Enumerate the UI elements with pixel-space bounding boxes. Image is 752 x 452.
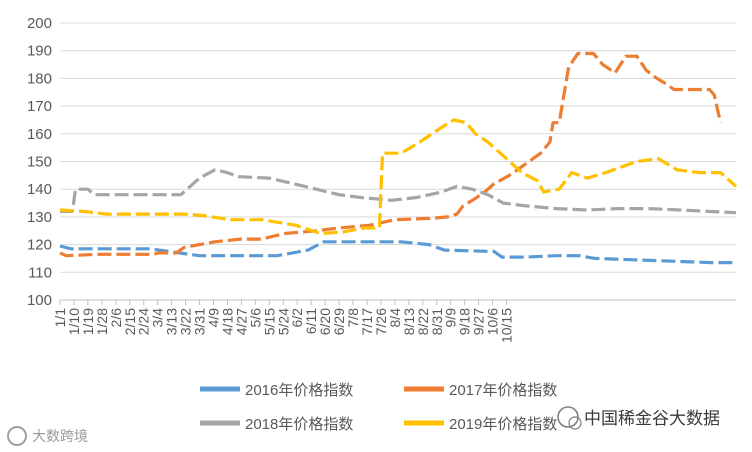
legend-label: 2016年价格指数 — [245, 382, 353, 399]
x-tick-label: 6/20 — [317, 308, 333, 335]
x-tick-label: 4/27 — [233, 308, 249, 335]
x-tick-label: 5/15 — [261, 308, 277, 335]
x-tick-label: 1/10 — [66, 308, 82, 335]
series-line — [59, 240, 736, 265]
x-tick-label: 9/18 — [457, 308, 473, 335]
legend: 2016年价格指数 2017年价格指数 2018年价格指数 2019年价格指数 — [200, 382, 557, 433]
y-tick-label: 100 — [27, 292, 52, 309]
x-axis: 1/11/101/191/282/62/152/243/43/133/223/3… — [52, 300, 515, 343]
x-tick-label: 7/26 — [373, 308, 389, 335]
x-tick-label: 6/29 — [331, 308, 347, 335]
y-tick-label: 150 — [27, 154, 52, 171]
x-tick-label: 5/6 — [247, 308, 263, 328]
y-tick-label: 200 — [27, 15, 52, 32]
legend-label: 2019年价格指数 — [449, 416, 557, 433]
watermark-right-text: 中国稀金谷大数据 — [584, 409, 720, 428]
watermark-right: 中国稀金谷大数据 — [557, 406, 720, 430]
y-tick-label: 130 — [27, 209, 52, 226]
x-tick-label: 7/17 — [359, 308, 375, 335]
gridlines — [60, 22, 736, 301]
y-tick-label: 120 — [27, 237, 52, 254]
legend-label: 2017年价格指数 — [449, 382, 557, 399]
x-tick-label: 10/15 — [499, 308, 515, 343]
y-tick-label: 110 — [28, 264, 52, 281]
series-line — [60, 168, 737, 215]
y-axis: 100 110 120 130 140 150 160 170 180 190 200 — [27, 15, 52, 309]
x-tick-label: 8/22 — [415, 308, 431, 335]
x-tick-label: 4/9 — [205, 308, 221, 328]
x-tick-label: 3/22 — [178, 308, 194, 335]
x-tick-label: 8/31 — [429, 308, 445, 335]
wechat-icon-inner — [568, 416, 582, 430]
x-tick-label: 6/11 — [303, 308, 319, 334]
series-line — [59, 118, 738, 236]
y-tick-label: 160 — [27, 126, 52, 143]
series-lines — [59, 51, 738, 265]
x-tick-label: 10/6 — [485, 308, 501, 335]
y-tick-label: 170 — [27, 98, 52, 115]
x-tick-label: 3/13 — [164, 308, 180, 335]
wechat-icon — [557, 406, 579, 428]
x-tick-label: 4/18 — [219, 308, 235, 335]
x-tick-label: 7/8 — [345, 308, 361, 328]
x-tick-label: 3/4 — [150, 308, 166, 328]
x-tick-label: 2/15 — [122, 308, 138, 335]
x-tick-label: 1/1 — [52, 308, 68, 328]
y-tick-label: 140 — [27, 181, 52, 198]
x-tick-label: 2/6 — [108, 308, 124, 328]
watermark-left: 大数跨境 — [7, 426, 88, 446]
watermark-left-text: 大数跨境 — [32, 428, 88, 444]
x-tick-label: 3/31 — [192, 308, 208, 335]
x-tick-label: 1/28 — [94, 308, 110, 335]
x-tick-label: 5/24 — [275, 308, 291, 335]
x-tick-label: 2/24 — [136, 308, 152, 335]
x-tick-label: 1/19 — [80, 308, 96, 335]
x-tick-label: 6/2 — [289, 308, 305, 328]
watermark-logo-icon — [7, 426, 27, 446]
x-tick-label: 8/4 — [387, 308, 403, 328]
x-tick-label: 9/27 — [471, 308, 487, 335]
y-tick-label: 190 — [27, 43, 52, 60]
x-tick-label: 9/9 — [443, 308, 459, 328]
x-tick-label: 8/13 — [401, 308, 417, 335]
y-tick-label: 180 — [27, 70, 52, 87]
legend-label: 2018年价格指数 — [245, 416, 353, 433]
